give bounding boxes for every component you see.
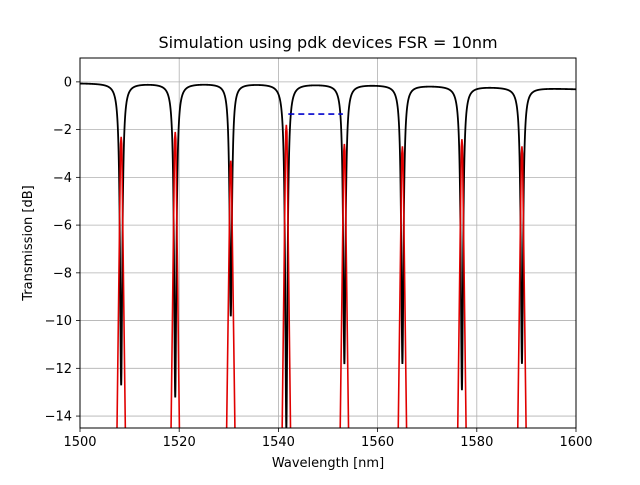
x-axis-label: Wavelength [nm] — [272, 456, 384, 471]
series-line-red — [281, 124, 292, 428]
y-tick-label: 0 — [64, 75, 72, 90]
series-line-black — [80, 82, 576, 428]
chart-title: Simulation using pdk devices FSR = 10nm — [158, 33, 497, 52]
x-tick-label: 1600 — [559, 435, 592, 450]
series-line-red — [116, 136, 127, 428]
y-tick-label: −4 — [53, 171, 72, 186]
y-tick-label: −12 — [45, 362, 72, 377]
y-tick-label: −10 — [45, 314, 72, 329]
y-tick-label: −2 — [53, 123, 72, 138]
series-line-red — [225, 160, 236, 428]
plot-frame — [79, 57, 577, 429]
x-tick-label: 1560 — [361, 435, 394, 450]
series-line-red — [339, 143, 350, 428]
series-line-red — [456, 139, 467, 428]
series-line-red — [516, 146, 527, 428]
y-tick-label: −14 — [45, 410, 72, 425]
series-line-red — [397, 146, 408, 428]
series-line-red — [170, 131, 181, 428]
series-layer — [80, 82, 576, 428]
x-tick-label: 1500 — [63, 435, 96, 450]
y-tick-label: −8 — [53, 266, 72, 281]
x-tick-label: 1540 — [262, 435, 295, 450]
y-tick-label: −6 — [53, 219, 72, 234]
ticks: 1500 1520 1540 1560 1580 1600 0 −2 −4 −6 −8 −10 −12 −… — [45, 75, 593, 450]
y-axis-label: Transmission [dB] — [21, 185, 36, 301]
x-tick-label: 1520 — [163, 435, 196, 450]
x-tick-label: 1580 — [460, 435, 493, 450]
